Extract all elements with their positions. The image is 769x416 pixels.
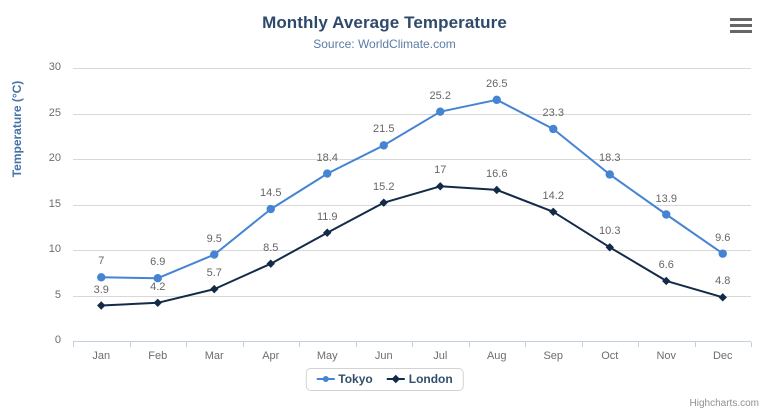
data-point-london-jan[interactable] (97, 301, 106, 310)
data-point-london-nov[interactable] (662, 276, 671, 286)
data-point-london-feb[interactable] (153, 298, 162, 307)
chart-subtitle: Source: WorldClimate.com (313, 37, 456, 51)
credits-link[interactable]: Highcharts.com (689, 398, 759, 409)
data-point-tokyo-jun[interactable] (379, 141, 388, 150)
hamburger-bar-2 (730, 24, 752, 27)
chart-legend: Tokyo London (305, 368, 464, 391)
gridline (73, 114, 751, 115)
hamburger-bar-3 (730, 30, 752, 33)
y-axis-tick-label: 25 (48, 106, 61, 119)
data-point-london-oct[interactable] (605, 243, 614, 252)
x-axis-label-aug: Aug (486, 350, 507, 362)
data-point-tokyo-jul[interactable] (436, 107, 445, 116)
gridline (73, 250, 751, 251)
legend-label: Tokyo (338, 372, 373, 386)
x-axis-tick (468, 342, 470, 347)
y-axis-tick-label: 15 (48, 197, 61, 210)
x-axis-tick (129, 342, 131, 347)
x-axis-tick (751, 342, 752, 347)
x-axis-tick (412, 342, 413, 347)
gridline (73, 205, 751, 206)
x-axis-tick (355, 342, 357, 347)
data-point-london-jul[interactable] (436, 182, 445, 191)
x-axis-tick (242, 342, 244, 347)
data-point-tokyo-may[interactable] (323, 169, 332, 178)
x-axis-label-sep: Sep (543, 350, 564, 362)
x-axis-label-oct: Oct (601, 350, 619, 362)
x-axis-label-dec: Dec (712, 350, 733, 362)
x-axis-label-apr: Apr (262, 350, 280, 362)
legend-marker (322, 376, 329, 382)
x-axis-tick (638, 342, 639, 347)
data-point-tokyo-sep[interactable] (549, 124, 558, 134)
legend-item-tokyo[interactable]: Tokyo (316, 372, 373, 386)
data-point-tokyo-apr[interactable] (266, 204, 275, 214)
y-axis-tick-label: 5 (54, 288, 61, 301)
series-line-tokyo[interactable] (100, 98, 724, 280)
series-svg (97, 95, 727, 310)
x-axis-line (73, 341, 751, 342)
data-point-tokyo-aug[interactable] (492, 95, 501, 105)
gridline (73, 68, 751, 69)
x-axis-label-mar: Mar (204, 350, 224, 362)
data-point-tokyo-oct[interactable] (605, 170, 614, 179)
x-axis-tick (73, 342, 74, 347)
data-point-london-aug[interactable] (492, 185, 501, 195)
chart-title: Monthly Average Temperature (262, 13, 507, 32)
x-axis-label-nov: Nov (656, 350, 677, 362)
plot-area: 7 6.9 9.5 14.5 18.4 21.5 25.2 26.5 23.3 18.3 13.9 9… (73, 68, 751, 342)
y-axis-tick-label: 30 (48, 61, 61, 73)
x-axis-label-jul: Jul (433, 350, 448, 362)
x-axis-label-jun: Jun (374, 350, 393, 362)
x-axis-tick (299, 342, 300, 347)
series-line-london[interactable] (100, 185, 724, 307)
data-point-london-sep[interactable] (549, 207, 558, 216)
hamburger-menu-icon[interactable] (730, 17, 752, 35)
data-point-tokyo-jan[interactable] (97, 273, 106, 282)
hamburger-bar-1 (730, 18, 752, 21)
y-axis-tick-label: 20 (48, 152, 61, 164)
data-point-london-jun[interactable] (379, 198, 388, 207)
data-point-tokyo-dec[interactable] (718, 249, 727, 258)
data-point-tokyo-mar[interactable] (210, 250, 219, 259)
x-axis-label-may: May (316, 350, 338, 362)
y-axis-tick-label: 10 (48, 243, 61, 255)
data-point-london-may[interactable] (323, 228, 332, 237)
x-axis-label-jan: Jan (92, 350, 111, 362)
x-axis-label-feb: Feb (148, 350, 168, 362)
legend-symbol-tokyo-icon (316, 373, 335, 385)
y-axis-title: Temperature (°C) (10, 80, 24, 178)
data-point-london-mar[interactable] (210, 284, 219, 294)
x-axis-tick (581, 342, 583, 347)
legend-label: London (408, 372, 453, 386)
legend-marker (391, 374, 400, 384)
data-point-london-apr[interactable] (266, 259, 275, 268)
gridline (73, 296, 751, 297)
y-axis-tick-label: 0 (54, 334, 61, 346)
x-axis-tick (186, 342, 187, 347)
data-point-london-dec[interactable] (718, 293, 727, 302)
gridline (73, 159, 751, 160)
x-axis-tick (525, 342, 526, 347)
data-point-tokyo-feb[interactable] (153, 274, 162, 283)
legend-item-london[interactable]: London (386, 372, 453, 386)
data-point-tokyo-nov[interactable] (662, 210, 671, 219)
x-axis-tick (694, 342, 696, 347)
legend-symbol-london-icon (386, 373, 405, 385)
